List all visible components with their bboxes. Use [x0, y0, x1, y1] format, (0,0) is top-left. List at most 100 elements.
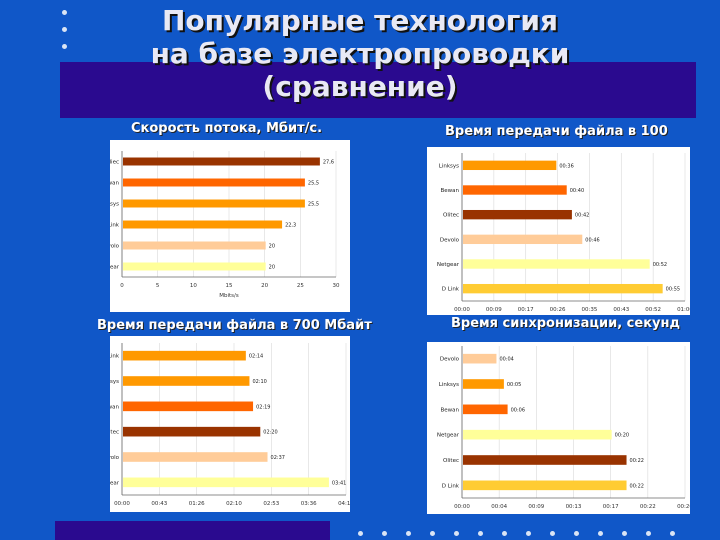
tick-label: 0	[120, 283, 124, 289]
data-label: 25,5	[308, 181, 319, 187]
data-label: 25,5	[308, 202, 319, 208]
chart-4-title: Время синхронизации, секунд	[451, 316, 680, 331]
data-label: 20	[269, 265, 275, 271]
bar	[123, 262, 266, 271]
chart-speed: 0 5 10 15 20 25 30 Mbits/s Oliec 27,6 Bewan 25,5 Lin…	[110, 140, 350, 312]
bar	[123, 376, 250, 386]
tick-label: 00:13	[566, 504, 582, 510]
data-label: 00:46	[585, 237, 599, 243]
data-label: 00:22	[630, 483, 644, 489]
chart-svg: 0 5 10 15 20 25 30 Mbits/s Oliec 27,6 Bewan 25,5 Lin…	[110, 151, 340, 299]
tick-label: 20	[261, 283, 268, 289]
title-line-1: Популярные технология	[161, 4, 559, 37]
category-label: Bewan	[440, 407, 459, 413]
tick-label: 00:09	[486, 307, 502, 313]
chart-svg: 00:00 00:04 00:09 00:13 00:17 00:22 00:26 Devol…	[437, 346, 690, 510]
tick-label: 03:36	[301, 501, 317, 507]
title-line-3: (сравнение)	[262, 70, 458, 103]
data-label: 03:41	[332, 480, 346, 486]
x-axis-label: Mbits/s	[219, 293, 239, 299]
tick-label: 00:43	[613, 307, 629, 313]
bar	[123, 452, 268, 462]
bar	[463, 185, 567, 195]
bar	[463, 160, 557, 171]
category-label: Linksys	[110, 379, 119, 385]
chart-3-title: Время передачи файла в 700 Мбайт	[97, 318, 372, 333]
data-label: 00:40	[570, 188, 584, 194]
tick-label: 00:00	[454, 504, 470, 510]
bar	[123, 157, 320, 166]
tick-label: 15	[226, 283, 233, 289]
data-label: 00:22	[630, 458, 644, 464]
bar	[123, 426, 261, 437]
data-label: 27,6	[323, 160, 334, 166]
data-label: 00:55	[666, 287, 680, 293]
bar	[463, 234, 583, 245]
bar	[123, 477, 329, 488]
category-label: Bewan	[440, 188, 459, 194]
tick-label: 10	[190, 283, 197, 289]
tick-label: 04:19	[338, 501, 350, 507]
category-label: Devolo	[110, 455, 120, 461]
chart-transfer-100: 00:00 00:09 00:17 00:26 00:35 00:43 00:52 01:00…	[427, 147, 690, 315]
tick-label: 00:22	[640, 504, 656, 510]
data-label: 22,3	[285, 223, 296, 229]
data-label: 02:19	[256, 404, 270, 410]
bar	[463, 353, 497, 364]
category-label: Oritec	[110, 430, 119, 436]
category-label: D Link	[110, 223, 120, 229]
title-line-2: на базе электропроводки	[150, 37, 570, 70]
tick-label: 25	[297, 283, 304, 289]
data-label: 02:37	[271, 455, 285, 461]
bar	[123, 220, 283, 229]
tick-label: 5	[156, 283, 160, 289]
tick-label: 01:26	[189, 501, 205, 507]
tick-label: 02:53	[263, 501, 279, 507]
bar	[123, 350, 246, 361]
bar	[123, 241, 266, 250]
category-label: Bewan	[110, 181, 120, 187]
bar	[463, 283, 663, 294]
tick-label: 00:00	[114, 501, 130, 507]
category-label: Linksys	[439, 382, 459, 388]
category-label: Oliec	[110, 160, 119, 166]
data-label: 02:20	[263, 430, 277, 436]
bar	[123, 401, 254, 412]
title-banner	[60, 62, 696, 118]
data-label: 00:36	[559, 163, 573, 169]
category-label: Netgear	[110, 480, 120, 486]
bar	[463, 209, 572, 220]
page-title: Популярные технология на базе электропро…	[0, 4, 720, 103]
category-label: Devolo	[440, 237, 460, 243]
tick-label: 00:17	[603, 504, 619, 510]
data-label: 00:06	[511, 407, 525, 413]
bar	[463, 480, 627, 491]
category-label: D Link	[442, 287, 460, 293]
tick-label: 00:04	[491, 504, 507, 510]
tick-label: 00:09	[528, 504, 544, 510]
category-label: Linksys	[439, 163, 459, 169]
bar	[463, 259, 650, 269]
bar	[123, 199, 305, 208]
bar	[463, 455, 627, 465]
category-label: Olitec	[443, 458, 459, 464]
category-label: Netgear	[437, 262, 460, 268]
tick-label: 00:00	[454, 307, 470, 313]
bottom-bar	[55, 521, 330, 540]
tick-label: 00:26	[550, 307, 566, 313]
data-label: 00:42	[575, 213, 589, 219]
tick-label: 01:00	[677, 307, 690, 313]
tick-label: 00:26	[677, 504, 690, 510]
tick-label: 00:43	[151, 501, 167, 507]
tick-label: 00:35	[581, 307, 597, 313]
category-label: D-Link	[110, 354, 120, 360]
data-label: 00:04	[499, 357, 513, 363]
bar	[123, 178, 305, 187]
data-label: 00:52	[653, 262, 667, 268]
bar	[463, 429, 612, 440]
chart-svg: 00:00 00:09 00:17 00:26 00:35 00:43 00:52 01:00…	[437, 153, 690, 313]
tick-label: 02:10	[226, 501, 242, 507]
chart-transfer-700: 00:00 00:43 01:26 02:10 02:53 03:36 04:19 D-Lin…	[110, 336, 350, 512]
data-label: 00:05	[507, 382, 521, 388]
category-label: Olitec	[443, 213, 459, 219]
